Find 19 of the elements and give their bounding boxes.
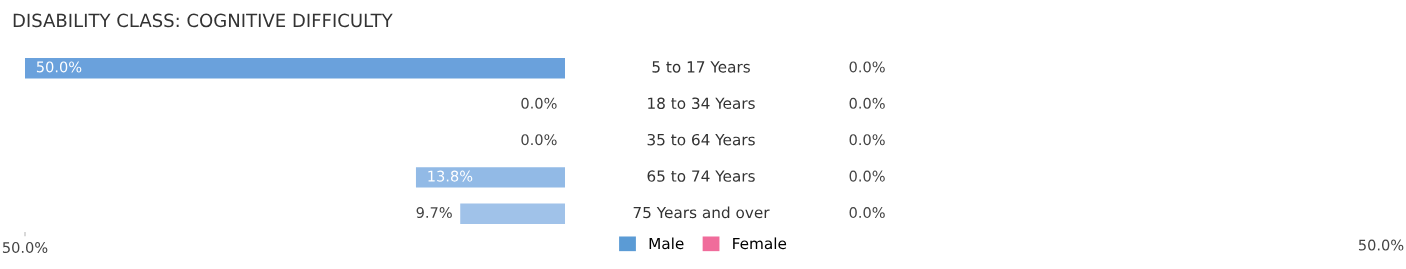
legend-label: Female: [733, 237, 787, 250]
category-label: 35 to 64 Years: [647, 133, 755, 146]
text: 50.0%: [1358, 239, 1404, 251]
data-label: 9.7%: [416, 207, 452, 219]
data-label: 13.8%: [428, 170, 473, 182]
data-label: 0.0%: [521, 97, 557, 109]
category-label: 65 to 74 Years: [647, 170, 755, 182]
legend-label: Male: [649, 237, 684, 250]
category-label: 75 Years and over: [633, 206, 770, 219]
category-label: 5 to 17 Years: [652, 61, 750, 73]
data-label: 0.0%: [849, 170, 885, 182]
data-label: 0.0%: [521, 134, 557, 146]
data-label: 50.0%: [36, 61, 82, 73]
category-label: 18 to 34 Years: [648, 97, 755, 110]
data-label: 0.0%: [849, 61, 885, 73]
data-label: 0.0%: [849, 97, 885, 109]
chart-title: DISABILITY CLASS: COGNITIVE DIFFICULTY: [13, 13, 393, 28]
data-label: 0.0%: [849, 207, 885, 219]
data-label: 0.0%: [849, 134, 885, 146]
